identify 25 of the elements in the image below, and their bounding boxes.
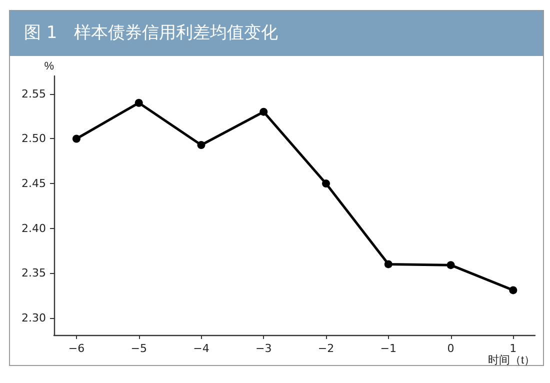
y-tick-label: 2.35 <box>22 266 46 280</box>
y-tick-label: 2.50 <box>22 132 46 146</box>
x-axis-title: 时间（t） <box>488 354 535 366</box>
point <box>134 98 143 107</box>
x-tick-label: −2 <box>318 342 334 355</box>
y-tick-label: 2.45 <box>22 177 46 190</box>
point <box>384 260 392 268</box>
point <box>260 108 268 116</box>
point <box>322 180 330 188</box>
x-tick-label: −1 <box>380 342 396 355</box>
x-tick-label: −6 <box>68 342 85 355</box>
y-axis-title: % <box>44 60 54 72</box>
chart-title: 图 1 样本债券信用利差均值变化 <box>10 11 543 56</box>
y-tick-label: 2.30 <box>22 311 46 324</box>
point <box>509 286 518 294</box>
y-tick-label: 2.55 <box>22 87 46 100</box>
point <box>446 261 455 270</box>
x-tick-label: −5 <box>130 342 147 355</box>
x-tick-label: −3 <box>256 342 272 355</box>
x-tick-label: 0 <box>447 342 454 355</box>
x-tick-label: −4 <box>193 342 210 355</box>
y-tick-label: 2.40 <box>22 222 46 235</box>
x-tick-label: 1 <box>510 342 517 355</box>
point <box>197 141 206 150</box>
point <box>72 134 80 143</box>
